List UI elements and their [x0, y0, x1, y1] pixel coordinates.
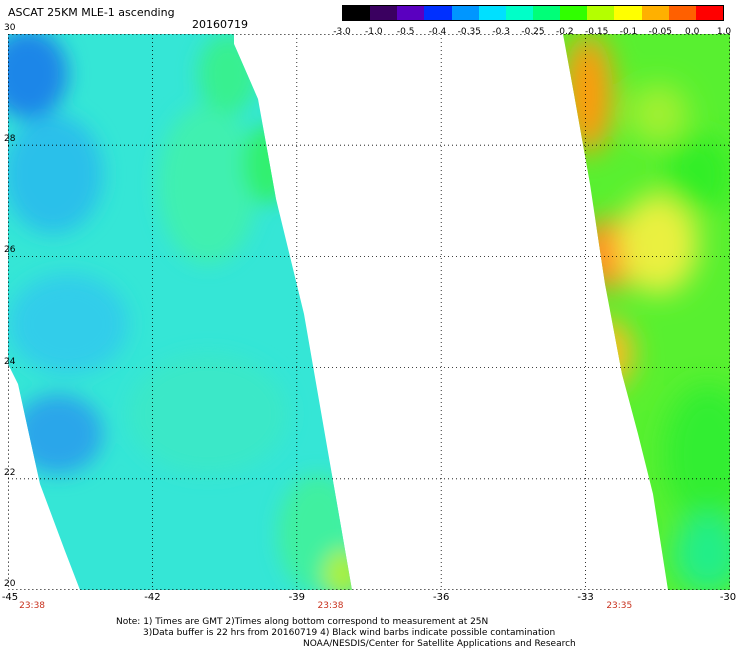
- colorbar-tick-label: -0.25: [521, 27, 545, 37]
- colorbar-tick-label: -0.2: [556, 27, 574, 37]
- latitude-label: 30: [4, 23, 16, 33]
- longitude-label: -33: [577, 592, 594, 603]
- colorbar-tick-label: -0.3: [492, 27, 510, 37]
- longitude-label: -42: [144, 592, 161, 603]
- map-title: ASCAT 25KM MLE-1 ascending: [8, 6, 175, 19]
- latitude-label: 20: [4, 579, 16, 589]
- colorbar-tick-label: -0.15: [585, 27, 609, 37]
- swath-time-label: 23:38: [317, 601, 344, 611]
- colorbar-tick-label: -0.4: [428, 27, 447, 37]
- longitude-label: -30: [719, 592, 737, 603]
- colorbar-segment: [397, 6, 425, 20]
- swath-time-label: 23:35: [606, 601, 633, 611]
- colorbar-segment: [370, 6, 398, 20]
- map-plot: [8, 34, 730, 590]
- colorbar: [342, 5, 724, 21]
- colorbar-segment: [424, 6, 452, 20]
- colorbar-tick-label: -0.5: [396, 27, 415, 37]
- swath-time-label: 23:38: [19, 601, 46, 611]
- colorbar-segment: [668, 6, 696, 20]
- colorbar-segment: [614, 6, 642, 20]
- colorbar-tick-label: 1.0: [716, 27, 732, 37]
- longitude-label: -39: [288, 592, 305, 603]
- colorbar-segment: [587, 6, 615, 20]
- latitude-label: 26: [4, 245, 16, 256]
- longitude-label: -45: [1, 592, 19, 603]
- note-line-3: NOAA/NESDIS/Center for Satellite Applica…: [303, 639, 576, 649]
- note-line-2: 3)Data buffer is 22 hrs from 20160719 4)…: [143, 628, 556, 638]
- colorbar-tick-label: -1.0: [365, 27, 383, 37]
- colorbar-tick-label: -3.0: [333, 27, 351, 37]
- colorbar-segment: [695, 6, 723, 20]
- map-date: 20160719: [192, 18, 248, 31]
- colorbar-segment: [532, 6, 561, 20]
- colorbar-tick-label: -0.1: [619, 27, 638, 37]
- colorbar-segment: [505, 6, 533, 20]
- latitude-label: 24: [4, 356, 16, 367]
- colorbar-tick-label: -0.05: [648, 27, 672, 37]
- colorbar-segment: [478, 6, 506, 20]
- map-border: [8, 34, 730, 590]
- colorbar-segment: [641, 6, 669, 20]
- latitude-label: 22: [4, 467, 16, 478]
- longitude-label: -36: [433, 592, 450, 603]
- colorbar-segment: [451, 6, 479, 20]
- colorbar-segment: [560, 6, 588, 20]
- colorbar-tick-label: 0.0: [684, 27, 700, 37]
- latitude-label: 28: [4, 134, 16, 145]
- colorbar-labels: -3.0 -1.0 -0.5 -0.4 -0.35 -0.3 -0.25 -0.2 -0.15-…: [330, 27, 740, 39]
- note-line-1: Note: 1) Times are GMT 2)Times along bot…: [116, 617, 489, 627]
- colorbar-tick-label: -0.35: [457, 27, 481, 37]
- colorbar-segment: [343, 6, 371, 20]
